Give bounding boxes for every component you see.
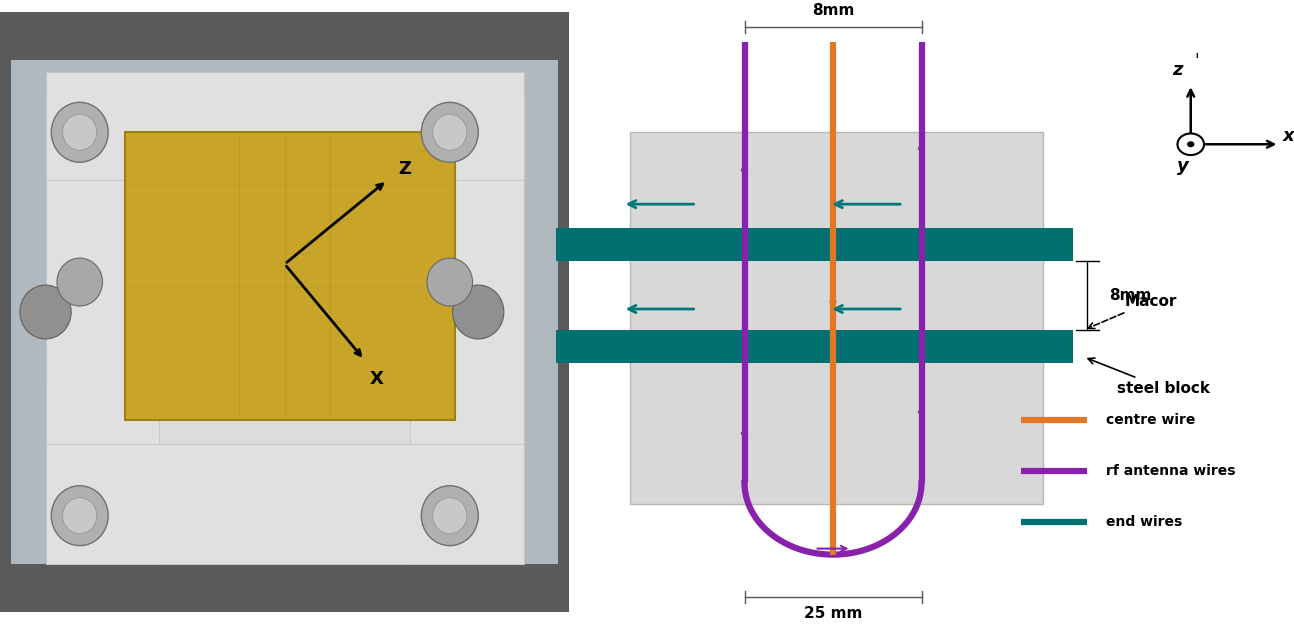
Bar [45, 444, 524, 563]
Bar [45, 384, 524, 563]
Bar [630, 132, 1043, 504]
Circle shape [1187, 141, 1194, 147]
Circle shape [52, 102, 109, 162]
Circle shape [422, 102, 479, 162]
Circle shape [52, 485, 109, 545]
Bar [45, 96, 159, 563]
Bar [556, 228, 1073, 261]
Circle shape [432, 114, 467, 150]
Text: Macor: Macor [1088, 294, 1176, 329]
Bar [45, 72, 524, 180]
Text: rf antenna wires: rf antenna wires [1106, 464, 1236, 478]
Text: 8mm: 8mm [1110, 288, 1152, 303]
Text: y: y [1178, 157, 1189, 175]
Circle shape [422, 485, 479, 545]
Circle shape [427, 258, 472, 306]
Polygon shape [126, 132, 455, 420]
Text: 25 mm: 25 mm [804, 605, 862, 620]
Circle shape [62, 498, 97, 534]
Text: x: x [1282, 127, 1294, 145]
Text: centre wire: centre wire [1106, 413, 1196, 427]
Circle shape [19, 285, 71, 339]
Text: steel block: steel block [1088, 358, 1210, 396]
Circle shape [57, 258, 102, 306]
Bar [12, 61, 558, 563]
Text: 8mm: 8mm [811, 4, 854, 19]
Text: ': ' [1194, 52, 1200, 71]
Text: z: z [1172, 61, 1183, 79]
Circle shape [62, 114, 97, 150]
Bar [556, 330, 1073, 363]
Bar [410, 96, 524, 563]
Circle shape [453, 285, 503, 339]
Text: X: X [370, 370, 384, 388]
Text: Z: Z [399, 160, 411, 178]
Circle shape [432, 498, 467, 534]
Circle shape [1178, 134, 1203, 155]
Text: end wires: end wires [1106, 515, 1183, 529]
